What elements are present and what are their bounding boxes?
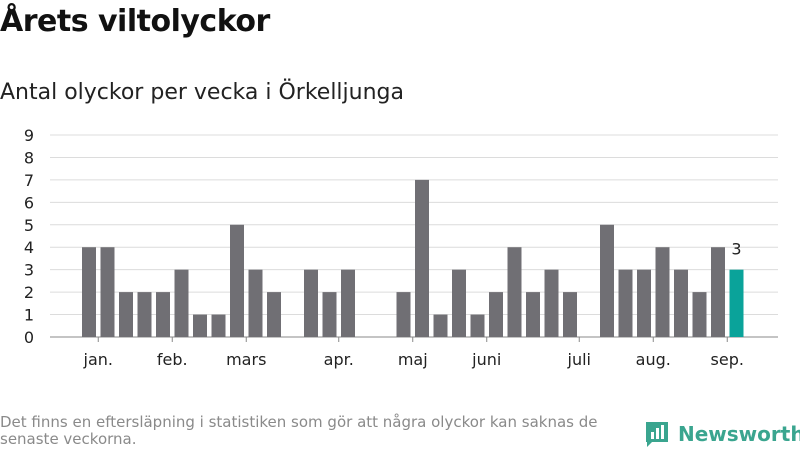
y-tick-label: 7 — [24, 171, 34, 190]
bar — [563, 292, 577, 337]
highlight-value-label: 3 — [731, 240, 741, 259]
bar — [600, 224, 614, 337]
bar — [304, 269, 318, 337]
bar — [692, 292, 707, 337]
x-tick-label: maj — [398, 350, 428, 369]
bar — [618, 269, 633, 337]
x-tick-label: juni — [471, 350, 501, 369]
bar — [174, 269, 189, 337]
bar — [119, 292, 133, 337]
bar — [396, 292, 411, 337]
bar — [267, 292, 281, 337]
bar — [248, 269, 263, 337]
bar — [341, 269, 355, 337]
brand-name: Newsworthy — [678, 422, 800, 446]
x-tick-label: feb. — [157, 350, 188, 369]
bar — [156, 292, 170, 337]
bar — [470, 314, 485, 337]
y-tick-label: 2 — [24, 283, 34, 302]
highlight-bar — [729, 269, 744, 337]
y-tick-label: 6 — [24, 193, 34, 212]
bar — [544, 269, 559, 337]
x-tick-label: jan. — [83, 350, 113, 369]
x-tick-label: sep. — [711, 350, 744, 369]
y-tick-label: 3 — [24, 261, 34, 280]
newsworthy-logo-icon — [646, 422, 668, 447]
bar — [637, 269, 651, 337]
y-tick-label: 4 — [24, 238, 34, 257]
brand-logo[interactable]: Newsworthy — [644, 420, 800, 448]
x-tick-label: aug. — [636, 350, 671, 369]
y-tick-label: 5 — [24, 216, 34, 235]
footnote: Det finns en eftersläpning i statistiken… — [0, 413, 598, 448]
x-tick-label: apr. — [324, 350, 354, 369]
bar — [230, 224, 244, 337]
bar — [82, 247, 96, 337]
bar-chart: 0 1 2 3 4 5 6 7 8 9 3 jan. feb. mars apr. maj juni juli au… — [24, 126, 778, 369]
bar — [655, 247, 670, 337]
bar — [711, 247, 725, 337]
chart-title: Årets viltolyckor — [0, 4, 270, 39]
bar — [452, 269, 466, 337]
bar — [433, 314, 448, 337]
y-tick-label: 1 — [24, 306, 34, 325]
x-tick-label: mars — [226, 350, 266, 369]
bar — [137, 292, 152, 337]
bar — [415, 179, 429, 337]
bar — [674, 269, 688, 337]
bar — [507, 247, 522, 337]
bar — [322, 292, 337, 337]
chart-subtitle: Antal olyckor per vecka i Örkelljunga — [0, 80, 404, 105]
bar — [193, 314, 207, 337]
y-tick-label: 8 — [24, 148, 34, 167]
bar — [211, 314, 226, 337]
bar — [489, 292, 503, 337]
bar — [100, 247, 115, 337]
y-tick-label: 0 — [24, 328, 34, 347]
bar — [526, 292, 540, 337]
y-tick-label: 9 — [24, 126, 34, 145]
x-tick-label: juli — [567, 350, 591, 369]
